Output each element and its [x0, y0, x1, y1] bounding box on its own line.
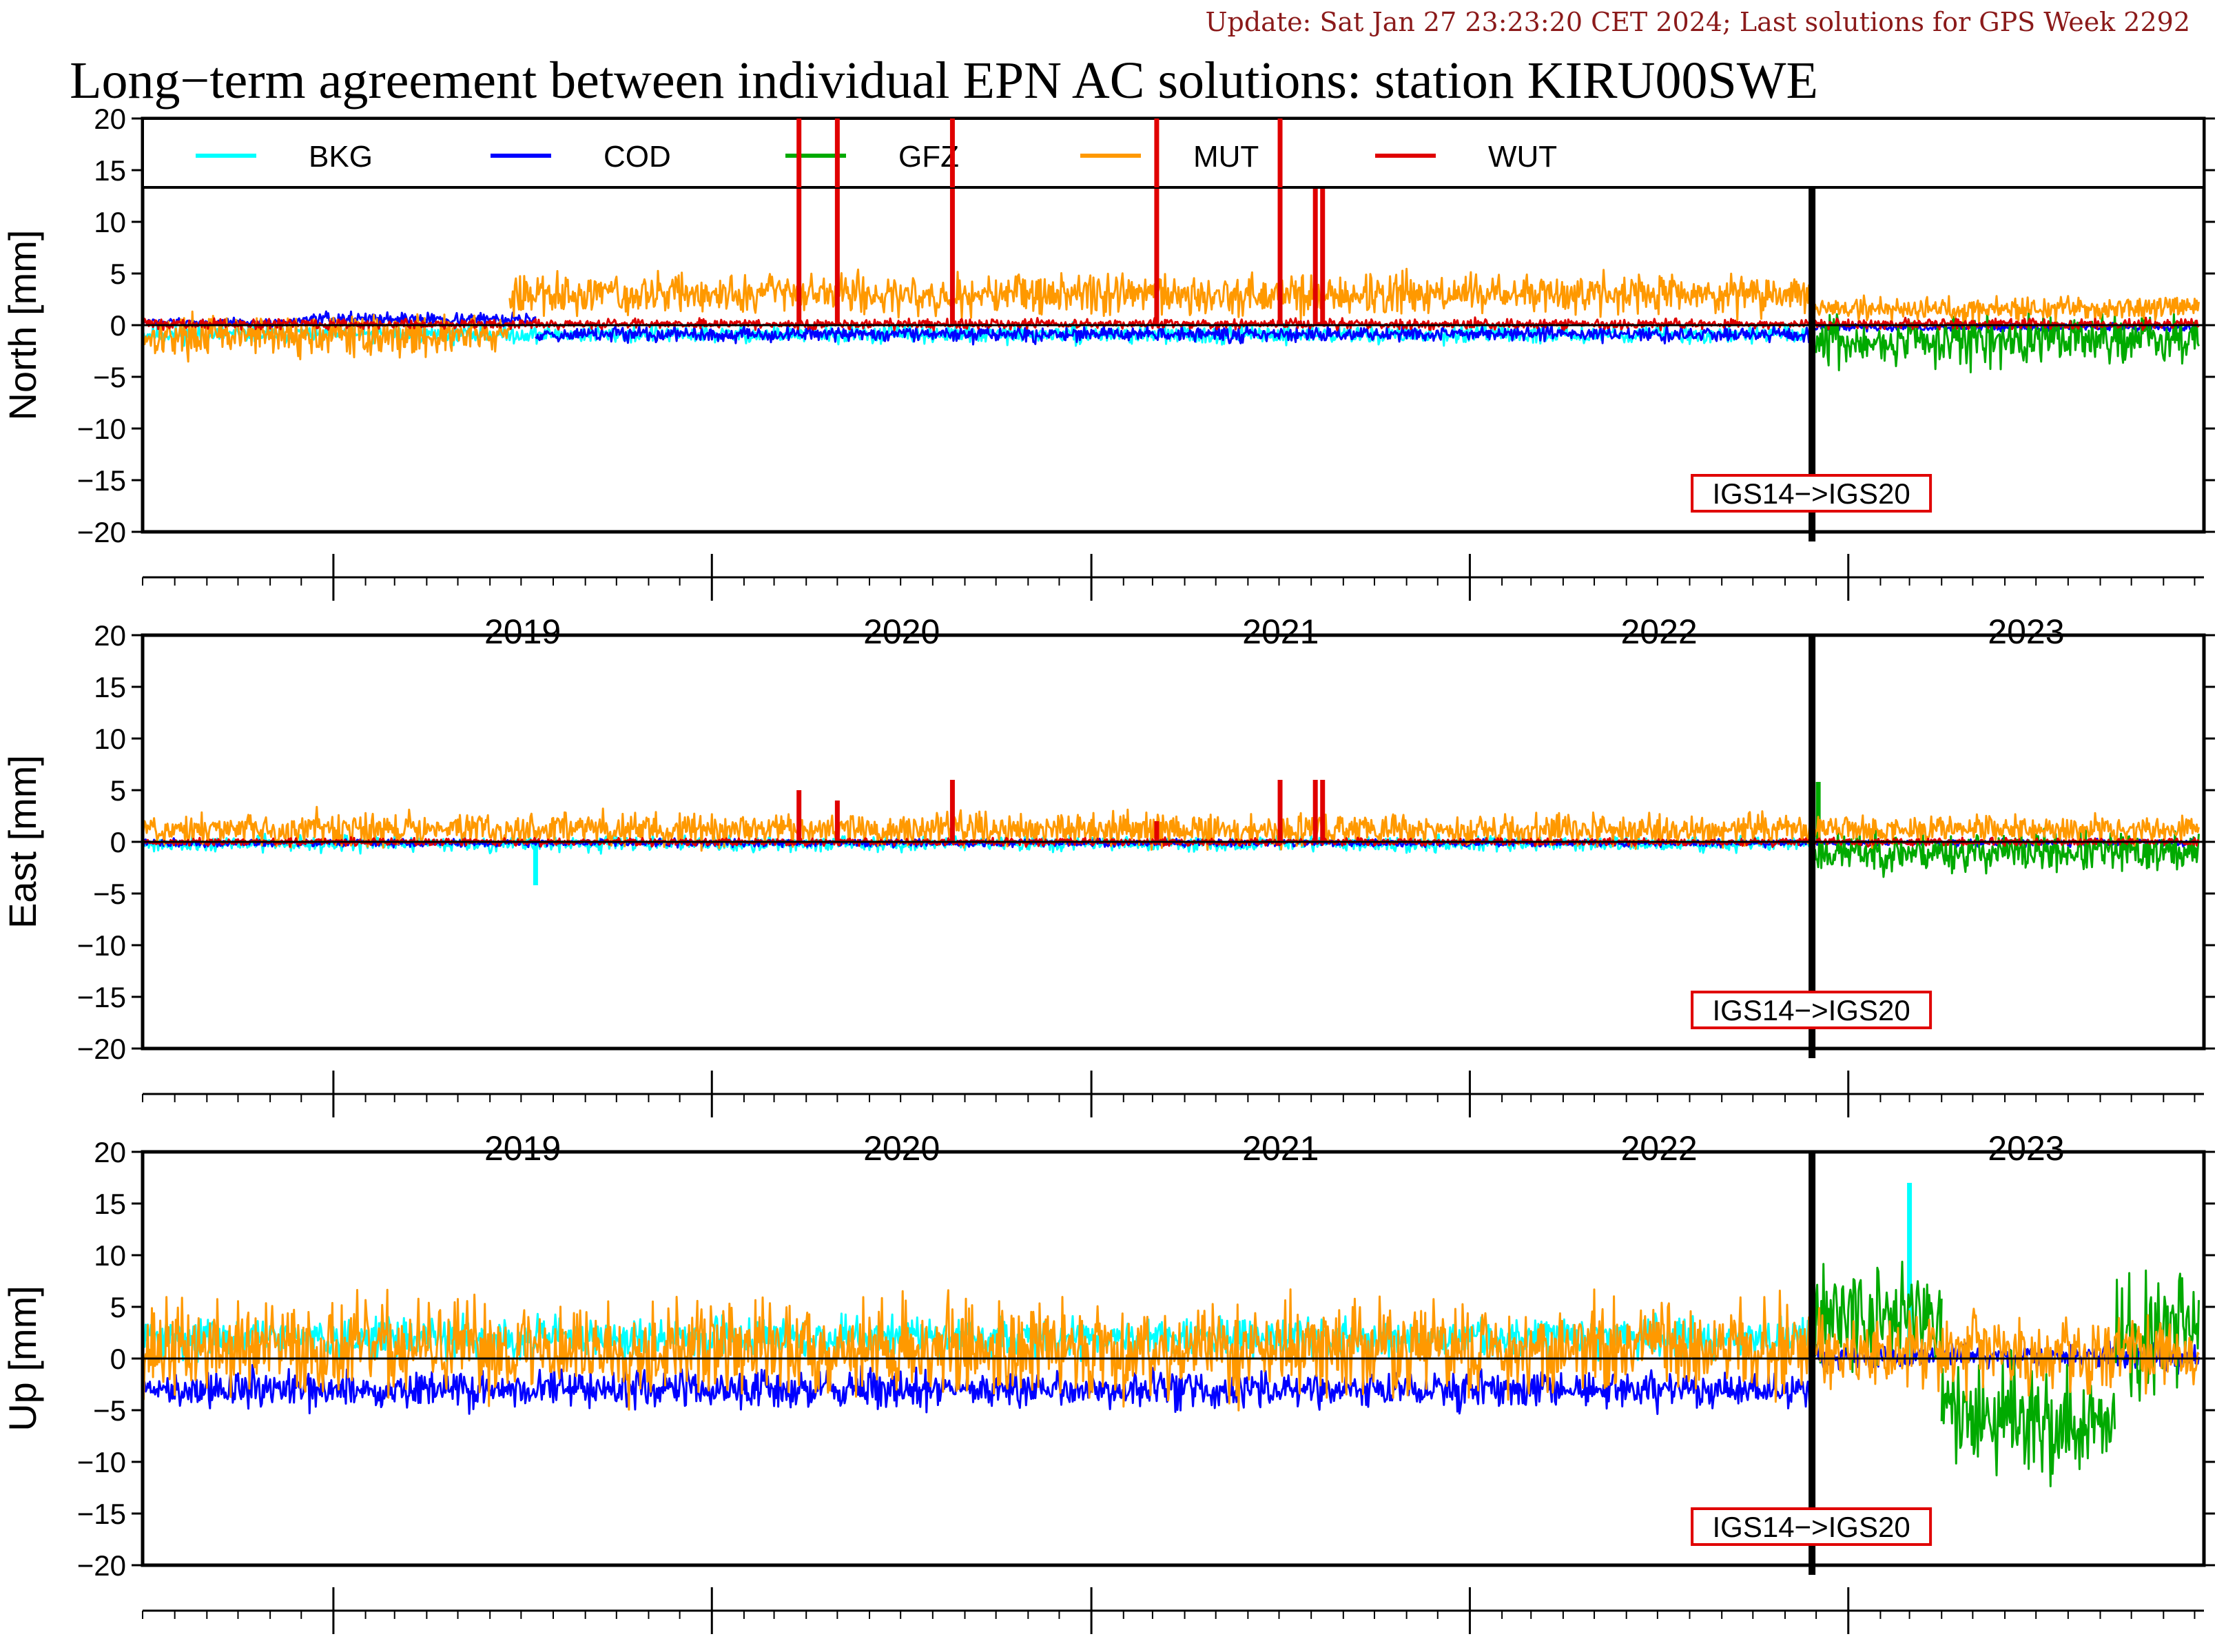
y-tick-label: −5	[93, 361, 126, 393]
plot-area	[143, 1183, 2200, 1487]
series-line-cod	[143, 1363, 1813, 1415]
y-tick-label: 10	[94, 206, 126, 238]
series-line-cod	[1811, 322, 2200, 333]
y-tick-label: −10	[77, 929, 126, 962]
y-tick-label: 20	[94, 1136, 126, 1168]
series-line-mut	[143, 805, 1813, 852]
x-year-label: 2020	[863, 1129, 940, 1168]
legend-label-bkg: BKG	[309, 140, 373, 174]
series-wut	[143, 780, 2200, 848]
y-tick-label: 15	[94, 671, 126, 703]
y-tick-label: −20	[77, 1033, 126, 1065]
annotation-label: IGS14−>IGS20	[1712, 1511, 1910, 1543]
legend-box	[141, 117, 2205, 189]
y-tick-label: 15	[94, 154, 126, 187]
legend-label-mut: MUT	[1193, 140, 1259, 174]
y-tick-label: 0	[110, 309, 126, 342]
x-year-label: 2023	[1988, 612, 2064, 651]
y-tick-label: −5	[93, 1394, 126, 1427]
y-tick-label: −20	[77, 1549, 126, 1582]
x-year-label: 2021	[1242, 1129, 1319, 1168]
y-tick-label: 20	[94, 103, 126, 135]
x-year-label: 2022	[1620, 1646, 1697, 1652]
y-tick-label: 5	[110, 774, 126, 807]
y-tick-label: 5	[110, 258, 126, 290]
y-tick-label: −15	[77, 464, 126, 497]
panel-up: 20 15 10 5 0 −5 −10 −15 −20 Up [mm] 2019 2020 2021 20…	[1, 1136, 2215, 1652]
frame-change-annotation: IGS14−>IGS20	[1691, 474, 1933, 513]
series-line-mut	[1811, 294, 2200, 324]
series-line-gfz	[1811, 1257, 1943, 1373]
series-line-gfz	[1940, 1349, 2116, 1487]
series-gfz	[1811, 309, 2200, 373]
x-year-label: 2019	[484, 1129, 561, 1168]
x-year-label: 2023	[1988, 1646, 2064, 1652]
series-mut	[143, 267, 2200, 363]
annotation-box	[1691, 474, 1933, 513]
series-line-mut	[508, 267, 1813, 321]
x-year-label: 2023	[1988, 1129, 2064, 1168]
plot-area	[143, 780, 2200, 885]
series-line-mut	[143, 310, 511, 363]
y-tick-label: 15	[94, 1188, 126, 1220]
x-year-label: 2019	[484, 612, 561, 651]
y-axis-title: East [mm]	[1, 755, 44, 929]
y-tick-label: −20	[77, 516, 126, 548]
series-line-mut	[143, 1288, 1813, 1412]
x-year-label: 2020	[863, 612, 940, 651]
x-year-label: 2022	[1620, 1129, 1697, 1168]
y-tick-label: 20	[94, 619, 126, 652]
y-axis-title: North [mm]	[1, 230, 44, 421]
legend: BKG COD GFZ MUT WUT	[141, 117, 2205, 189]
legend-label-cod: COD	[604, 140, 671, 174]
x-year-label: 2022	[1620, 612, 1697, 651]
y-tick-label: 10	[94, 1239, 126, 1272]
series-line-gfz	[1811, 825, 2200, 878]
legend-label-wut: WUT	[1488, 140, 1557, 174]
frame-change-annotation: IGS14−>IGS20	[1691, 991, 1933, 1029]
annotation-label: IGS14−>IGS20	[1712, 994, 1910, 1026]
y-tick-label: −15	[77, 1498, 126, 1530]
x-year-label: 2019	[484, 1646, 561, 1652]
frame-change-annotation: IGS14−>IGS20	[1691, 1507, 1933, 1546]
legend-label-gfz: GFZ	[898, 140, 959, 174]
panel-east: 20 15 10 5 0 −5 −10 −15 −20 East [mm] 2019 2020 2021…	[1, 619, 2215, 1168]
x-year-label: 2020	[863, 1646, 940, 1652]
series-line-cod	[535, 324, 1813, 346]
x-year-label: 2021	[1242, 612, 1319, 651]
x-year-label: 2021	[1242, 1646, 1319, 1652]
annotation-box	[1691, 1507, 1933, 1546]
y-tick-label: 0	[110, 826, 126, 858]
update-timestamp: Update: Sat Jan 27 23:23:20 CET 2024; La…	[1205, 7, 2190, 37]
annotation-box	[1691, 991, 1933, 1029]
y-tick-label: 5	[110, 1291, 126, 1323]
y-tick-label: −5	[93, 878, 126, 910]
chart-title: Long−term agreement between individual E…	[70, 52, 1818, 110]
y-tick-label: 10	[94, 723, 126, 755]
y-tick-label: −10	[77, 1446, 126, 1478]
y-axis-title: Up [mm]	[1, 1286, 44, 1432]
plot-area	[143, 118, 2200, 373]
y-tick-label: 0	[110, 1343, 126, 1375]
annotation-label: IGS14−>IGS20	[1712, 477, 1910, 510]
y-tick-label: −15	[77, 981, 126, 1013]
series-line-gfz	[1811, 309, 2200, 373]
y-tick-label: −10	[77, 413, 126, 445]
